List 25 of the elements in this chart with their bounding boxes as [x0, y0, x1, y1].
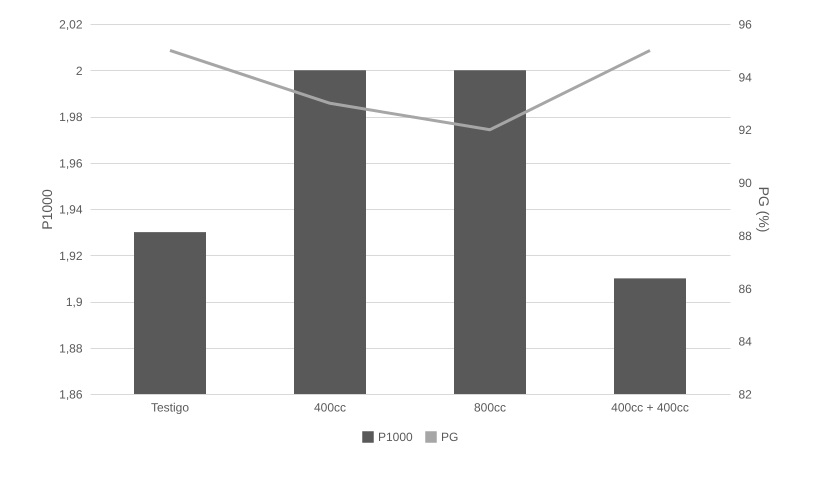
y2-tick-label: 82 — [738, 388, 752, 402]
legend-label: P1000 — [378, 430, 414, 444]
y-tick-label: 1,88 — [59, 341, 83, 356]
y-tick-label: 2 — [76, 64, 83, 78]
x-tick-label: 400cc + 400cc — [611, 400, 689, 414]
x-tick-label: 800cc — [474, 400, 506, 414]
y-tick-label: 1,9 — [66, 295, 83, 309]
y2-tick-label: 90 — [738, 176, 752, 190]
y-tick-label: 2,02 — [59, 18, 83, 32]
y-tick-label: 1,86 — [59, 388, 83, 402]
y-axis-title: P1000 — [39, 189, 56, 230]
y-tick-label: 1,92 — [59, 248, 83, 263]
y2-axis-title: PG (%) — [756, 186, 772, 232]
y2-tick-label: 86 — [738, 282, 752, 296]
y2-tick-label: 92 — [738, 123, 752, 138]
y-tick-label: 1,98 — [59, 110, 83, 124]
y2-tick-label: 84 — [738, 334, 752, 349]
y2-tick-label: 94 — [738, 70, 752, 84]
legend-label: PG — [441, 430, 458, 444]
y-tick-label: 1,94 — [59, 202, 83, 216]
y2-tick-label: 88 — [738, 228, 752, 243]
y-tick-label: 1,96 — [59, 156, 83, 170]
x-tick-label: Testigo — [150, 400, 190, 414]
y2-tick-label: 96 — [738, 18, 752, 32]
x-tick-label: 400cc — [314, 400, 346, 414]
